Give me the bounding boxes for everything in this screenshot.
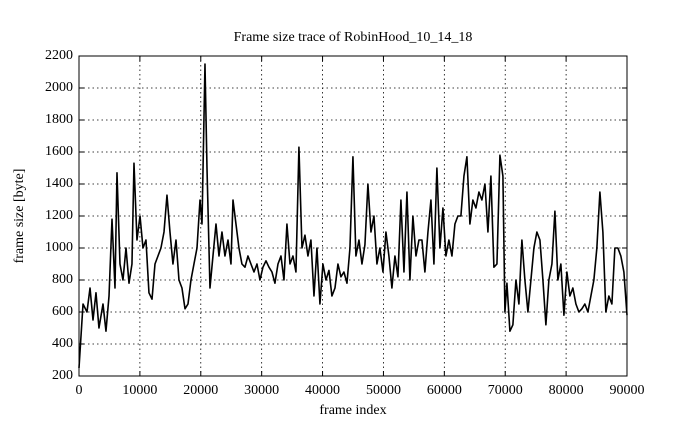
data-line	[78, 63, 628, 369]
x-tick-label: 0	[76, 383, 83, 398]
y-tick-label: 1400	[45, 176, 73, 191]
chart-title: Frame size trace of RobinHood_10_14_18	[234, 30, 473, 45]
x-tick-label: 20000	[183, 383, 218, 398]
y-tick-label: 2200	[45, 48, 73, 63]
y-tick-label: 1000	[45, 240, 73, 255]
x-tick-label: 90000	[610, 383, 645, 398]
y-tick-label: 2000	[45, 80, 73, 95]
y-tick-label: 600	[52, 304, 73, 319]
y-axis-label: frame size [byte]	[12, 169, 27, 264]
plot-frame	[78, 55, 628, 377]
y-tick-label: 800	[52, 272, 73, 287]
x-tick-label: 80000	[549, 383, 584, 398]
x-tick-label: 60000	[427, 383, 462, 398]
y-tick-label: 1600	[45, 144, 73, 159]
y-tick-label: 1200	[45, 208, 73, 223]
y-tick-label: 1800	[45, 112, 73, 127]
y-tick-label: 400	[52, 336, 73, 351]
x-axis-label: frame index	[319, 403, 386, 418]
x-tick-label: 40000	[305, 383, 340, 398]
x-tick-label: 10000	[122, 383, 157, 398]
x-tick-label: 30000	[244, 383, 279, 398]
x-tick-label: 70000	[488, 383, 523, 398]
x-tick-label: 50000	[366, 383, 401, 398]
y-tick-label: 200	[52, 368, 73, 383]
